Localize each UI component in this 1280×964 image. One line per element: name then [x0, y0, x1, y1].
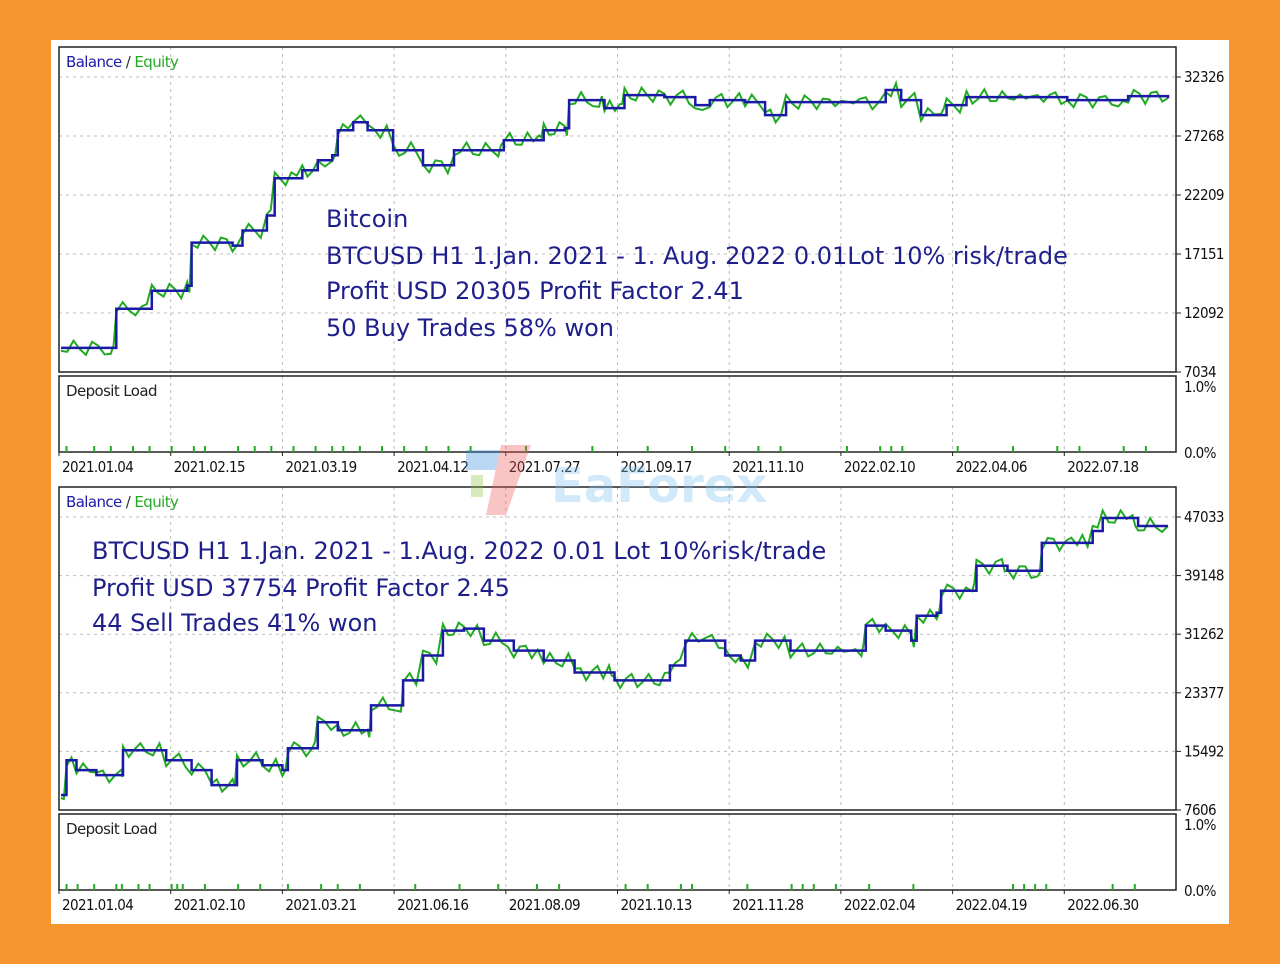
x-tick-label: 2021.11.28 — [732, 896, 803, 914]
y-tick-label: 32326 — [1184, 68, 1224, 86]
x-tick-label: 2021.06.16 — [397, 896, 468, 914]
x-tick-label: 2021.01.04 — [62, 458, 133, 476]
deposit-load-label: Deposit Load — [66, 820, 157, 838]
x-tick-label: 2021.11.10 — [732, 458, 803, 476]
annotation-line: BTCUSD H1 1.Jan. 2021 - 1. Aug. 2022 0.0… — [326, 242, 1068, 270]
y-tick-label: 47033 — [1184, 508, 1224, 526]
legend-balance: Balance — [66, 493, 122, 511]
eaforex-watermark-logo: EaForex — [466, 445, 767, 515]
deposit-y-tick: 0.0% — [1184, 444, 1217, 462]
charts: 32326 27268 22209 17151 12092 7034 Balance / E… — [58, 46, 1225, 914]
x-tick-label: 2022.06.30 — [1067, 896, 1138, 914]
balance-line — [61, 88, 1170, 350]
legend-equity: Equity — [134, 493, 179, 511]
y-tick-label: 12092 — [1184, 304, 1224, 322]
y-tick-label: 15492 — [1184, 742, 1224, 760]
deposit-load-label: Deposit Load — [66, 382, 157, 400]
x-tick-label: 2021.07.27 — [509, 458, 580, 476]
x-tick-label: 2021.03.19 — [285, 458, 356, 476]
x-tick-label: 2021.03.21 — [285, 896, 356, 914]
x-tick-label: 2021.10.13 — [621, 896, 692, 914]
deposit-y-tick: 1.0% — [1184, 816, 1217, 834]
x-tick-label: 2021.04.12 — [397, 458, 468, 476]
logo-mark — [466, 450, 506, 470]
y-tick-label: 23377 — [1184, 684, 1224, 702]
legend-separator: / — [122, 53, 135, 71]
deposit-y-tick: 1.0% — [1184, 378, 1217, 396]
backtest-report: 32326 27268 22209 17151 12092 7034 Balance / E… — [51, 40, 1229, 924]
legend-balance: Balance — [66, 53, 122, 71]
x-tick-label: 2022.02.10 — [844, 458, 915, 476]
y-tick-label: 27268 — [1184, 127, 1224, 145]
annotation-line: Profit USD 37754 Profit Factor 2.45 — [92, 574, 510, 602]
watermark-text: EaForex — [551, 458, 767, 514]
equity-line — [60, 79, 1169, 357]
legend: Balance / Equity — [66, 493, 179, 511]
x-tick-label: 2021.02.10 — [174, 896, 245, 914]
deposit-y-tick: 0.0% — [1184, 882, 1217, 900]
main-plot-frame — [58, 46, 1177, 373]
annotation-line: BTCUSD H1 1.Jan. 2021 - 1.Aug. 2022 0.01… — [92, 537, 826, 565]
y-tick-label: 7034 — [1184, 363, 1216, 381]
x-tick-label: 2021.08.09 — [509, 896, 580, 914]
annotation-line: Bitcoin — [326, 205, 408, 233]
annotation-line: 44 Sell Trades 41% won — [92, 609, 377, 637]
main-plot-frame — [58, 486, 1177, 811]
y-tick-label: 17151 — [1184, 245, 1224, 263]
logo-mark — [471, 475, 483, 497]
logo-mark — [486, 445, 531, 515]
annotation-line: 50 Buy Trades 58% won — [326, 314, 614, 342]
x-tick-label: 2021.09.17 — [621, 458, 692, 476]
legend-equity: Equity — [134, 53, 179, 71]
annotation-line: Profit USD 20305 Profit Factor 2.41 — [326, 277, 744, 305]
y-tick-label: 39148 — [1184, 567, 1224, 585]
balance-line — [61, 516, 1168, 797]
legend-separator: / — [122, 493, 135, 511]
y-tick-label: 22209 — [1184, 186, 1224, 204]
chart-panel-2: 47033 39148 31262 23377 15492 7606 Balance / E… — [58, 486, 1225, 914]
x-tick-label: 2021.02.15 — [174, 458, 245, 476]
y-tick-label: 7606 — [1184, 801, 1216, 819]
chart-panel-1: 32326 27268 22209 17151 12092 7034 Balance / E… — [58, 46, 1225, 476]
x-tick-label: 2021.01.04 — [62, 896, 133, 914]
legend: Balance / Equity — [66, 53, 179, 71]
x-tick-label: 2022.04.06 — [956, 458, 1027, 476]
x-tick-label: 2022.07.18 — [1067, 458, 1138, 476]
x-tick-label: 2022.02.04 — [844, 896, 915, 914]
x-tick-label: 2022.04.19 — [956, 896, 1027, 914]
y-tick-label: 31262 — [1184, 625, 1224, 643]
